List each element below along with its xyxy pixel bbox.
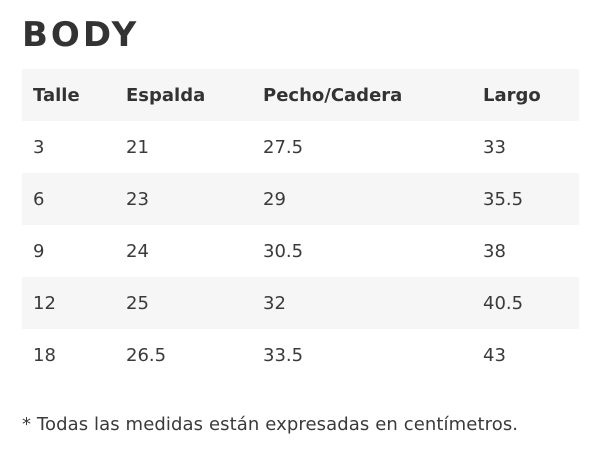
cell-talle: 9 [33, 240, 45, 262]
table-row: 9 24 30.5 38 [22, 225, 579, 277]
cell-largo: 33 [483, 136, 506, 158]
cell-espalda: 23 [115, 173, 252, 225]
cell-pecho-cadera: 29 [252, 173, 472, 225]
cell-pecho-cadera: 33.5 [263, 344, 304, 366]
cell-espalda: 26.5 [126, 344, 167, 366]
page-title: BODY [22, 15, 140, 55]
cell-talle: 3 [33, 136, 45, 158]
table-header-row: Talle Espalda Pecho/Cadera Largo [22, 69, 579, 121]
column-header-pecho-cadera: Pecho/Cadera [252, 69, 472, 121]
cell-espalda: 25 [115, 277, 252, 329]
measurement-footnote: * Todas las medidas están expresadas en … [22, 414, 519, 435]
cell-espalda: 24 [126, 240, 149, 262]
cell-talle: 12 [22, 277, 115, 329]
column-header-talle: Talle [22, 69, 115, 121]
table-row: 3 21 27.5 33 [22, 121, 579, 173]
table-row: 12 25 32 40.5 [22, 277, 579, 329]
column-header-largo: Largo [472, 69, 579, 121]
table-row: 18 26.5 33.5 43 [22, 329, 579, 381]
cell-largo: 40.5 [472, 277, 579, 329]
cell-talle: 18 [33, 344, 56, 366]
table-row: 6 23 29 35.5 [22, 173, 579, 225]
size-table: Talle Espalda Pecho/Cadera Largo 3 21 27… [22, 69, 579, 381]
column-header-espalda: Espalda [115, 69, 252, 121]
cell-pecho-cadera: 27.5 [263, 136, 304, 158]
cell-largo: 38 [483, 240, 506, 262]
cell-pecho-cadera: 30.5 [263, 240, 304, 262]
cell-espalda: 21 [126, 136, 149, 158]
cell-largo: 43 [483, 344, 506, 366]
cell-talle: 6 [22, 173, 115, 225]
cell-pecho-cadera: 32 [252, 277, 472, 329]
cell-largo: 35.5 [472, 173, 579, 225]
